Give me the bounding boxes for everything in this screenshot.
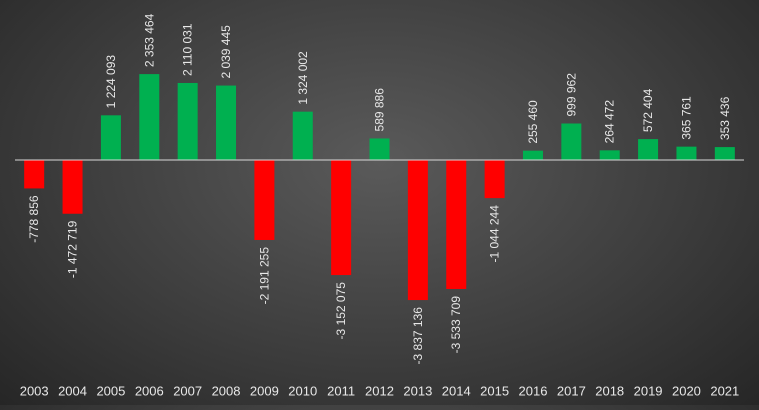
data-label-2004: -1 472 719 <box>66 220 80 278</box>
bar-2007 <box>177 82 198 160</box>
x-tick-label-2005: 2005 <box>96 383 125 398</box>
data-labels-layer: -778 856 -1 472 719 1 224 093 2 353 464 2 11… <box>27 13 732 364</box>
data-label-2003: -778 856 <box>27 195 41 243</box>
x-tick-label-2018: 2018 <box>595 383 624 398</box>
x-tick-label-2006: 2006 <box>135 383 164 398</box>
bars-layer <box>24 74 735 301</box>
bar-2008 <box>216 85 237 160</box>
bar-2020 <box>676 146 697 160</box>
bar-2011 <box>331 160 352 276</box>
bar-2013 <box>407 160 428 301</box>
x-tick-label-2021: 2021 <box>710 383 739 398</box>
bar-2012 <box>369 138 390 160</box>
x-tick-label-2007: 2007 <box>173 383 202 398</box>
data-label-2018: 264 472 <box>603 100 617 144</box>
bar-2009 <box>254 160 275 240</box>
x-tick-label-2011: 2011 <box>327 383 355 398</box>
bar-2006 <box>139 74 160 160</box>
bar-2019 <box>638 139 659 160</box>
bar-2021 <box>714 147 735 160</box>
data-label-2008: 2 039 445 <box>219 25 233 79</box>
x-tick-label-2009: 2009 <box>250 383 279 398</box>
data-label-2011: -3 152 075 <box>334 282 348 340</box>
data-label-2015: -1 044 244 <box>488 205 502 263</box>
x-tick-label-2014: 2014 <box>442 383 471 398</box>
data-label-2016: 255 460 <box>526 100 540 144</box>
data-label-2009: -2 191 255 <box>257 247 271 305</box>
data-label-2006: 2 353 464 <box>142 13 156 67</box>
bar-2003 <box>24 160 45 189</box>
x-tick-label-2012: 2012 <box>365 383 394 398</box>
bar-2014 <box>446 160 467 289</box>
x-tick-label-2019: 2019 <box>634 383 663 398</box>
data-label-2013: -3 837 136 <box>411 307 425 365</box>
x-tick-label-2016: 2016 <box>519 383 548 398</box>
data-label-2012: 589 886 <box>373 88 387 132</box>
bar-2015 <box>484 160 505 199</box>
x-tick-labels-layer: 2003 2004 2005 2006 2007 2008 2009 2010 2011 2012… <box>20 383 740 398</box>
data-label-2019: 572 404 <box>641 88 655 132</box>
x-tick-label-2004: 2004 <box>58 383 87 398</box>
data-label-2017: 999 962 <box>564 73 578 117</box>
data-label-2020: 365 761 <box>679 96 693 140</box>
data-label-2007: 2 110 031 <box>181 23 195 76</box>
bar-2017 <box>561 123 582 160</box>
data-label-2005: 1 224 093 <box>104 55 118 109</box>
bar-2016 <box>522 150 543 160</box>
data-label-2014: -3 533 709 <box>449 296 463 354</box>
bar-2004 <box>62 160 83 214</box>
bar-2005 <box>100 115 121 160</box>
x-tick-label-2008: 2008 <box>212 383 241 398</box>
x-tick-label-2013: 2013 <box>403 383 432 398</box>
x-tick-label-2010: 2010 <box>288 383 317 398</box>
x-tick-label-2020: 2020 <box>672 383 701 398</box>
x-tick-label-2015: 2015 <box>480 383 509 398</box>
data-label-2021: 353 436 <box>718 96 732 140</box>
data-label-2010: 1 324 002 <box>296 51 310 105</box>
bar-2018 <box>599 150 620 160</box>
x-tick-label-2003: 2003 <box>20 383 49 398</box>
bar-2010 <box>292 111 313 160</box>
x-tick-label-2017: 2017 <box>557 383 586 398</box>
